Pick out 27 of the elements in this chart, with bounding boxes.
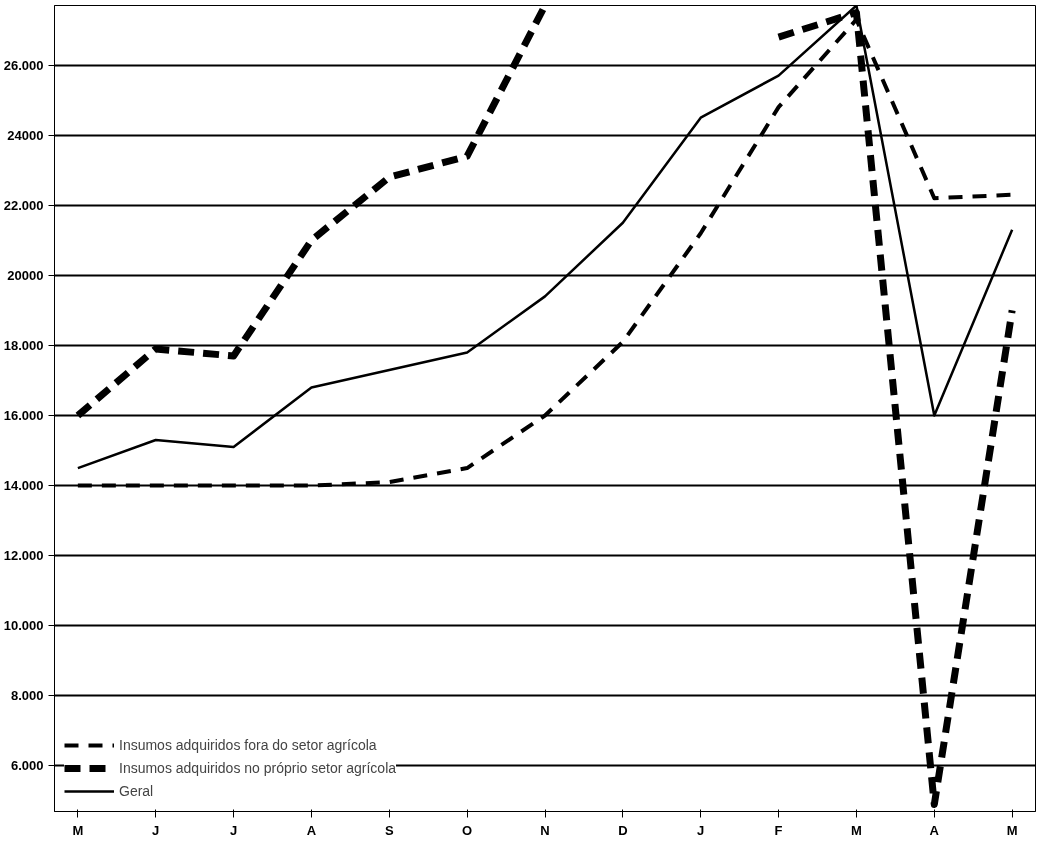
x-tick-label: A (306, 822, 317, 838)
x-tick-label: J (229, 822, 238, 838)
x-tick-label: J (152, 822, 160, 838)
x-tick-label: J (697, 822, 705, 838)
y-tick-label: 6.000 (10, 758, 44, 774)
x-tick-label: O (462, 822, 473, 838)
x-tick-label: F (774, 822, 783, 838)
legend-label: Insumos adquiridos fora do setor agrícola (119, 737, 377, 753)
legend-label: Geral (119, 783, 154, 799)
x-tick-label: S (384, 822, 394, 838)
x-tick-label: A (929, 822, 940, 838)
y-tick-label: 16.000 (3, 408, 44, 424)
x-tick-label: M (1006, 822, 1018, 838)
x-tick-label: N (540, 822, 550, 838)
y-tick-label: 26.000 (3, 57, 44, 73)
x-tick-label: M (72, 822, 84, 838)
y-tick-label: 8.000 (10, 688, 44, 704)
y-tick-label: 14.000 (3, 478, 44, 494)
x-tick-label: D (618, 822, 628, 838)
y-tick-label: 20000 (7, 267, 44, 283)
y-tick-label: 12.000 (3, 548, 44, 564)
y-tick-label: 10.000 (3, 618, 44, 634)
y-tick-label: 18.000 (3, 337, 44, 353)
x-tick-label: M (851, 822, 862, 838)
y-tick-label: 24000 (7, 127, 44, 143)
y-tick-label: 22.000 (3, 197, 44, 213)
legend-label: Insumos adquiridos no próprio setor agrícola (119, 760, 397, 776)
